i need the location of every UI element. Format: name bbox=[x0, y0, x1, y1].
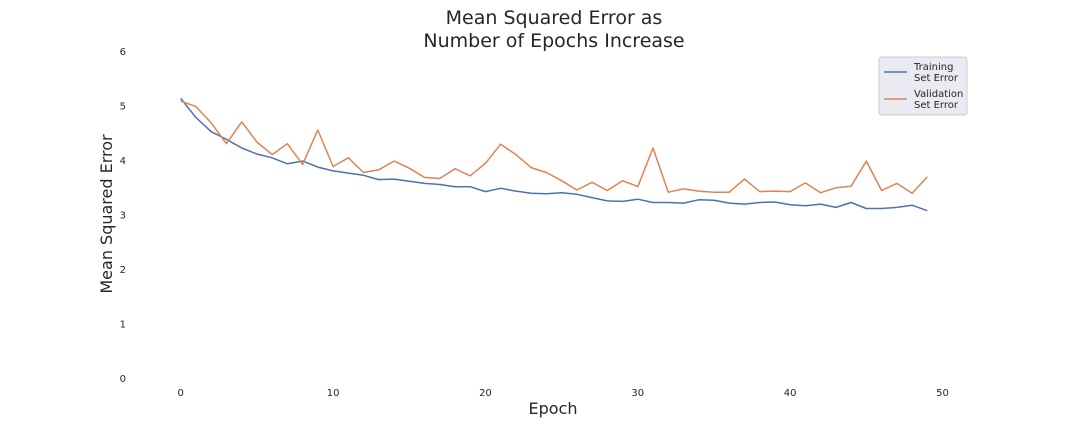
x-tick-label: 0 bbox=[178, 388, 184, 399]
y-tick-label: 2 bbox=[120, 265, 126, 276]
chart-title-line-2: Number of Epochs Increase bbox=[423, 30, 684, 52]
chart-title-line-1: Mean Squared Error as bbox=[446, 7, 663, 29]
legend-label-training-line-1: Training bbox=[913, 62, 953, 73]
validation-error-line bbox=[180, 100, 928, 194]
y-tick-label: 5 bbox=[120, 102, 126, 113]
legend-label-validation-line-2: Set Error bbox=[914, 100, 959, 111]
x-tick-label: 10 bbox=[327, 388, 340, 399]
y-tick-label: 3 bbox=[120, 211, 126, 222]
y-tick-label: 1 bbox=[120, 320, 126, 331]
chart-title: Mean Squared Error as Number of Epochs I… bbox=[423, 7, 684, 52]
series-layer bbox=[180, 97, 928, 212]
x-axis-label: Epoch bbox=[529, 399, 578, 418]
y-tick-label: 0 bbox=[120, 374, 126, 385]
y-tick-label: 6 bbox=[120, 47, 126, 58]
training-error-line bbox=[180, 97, 928, 212]
x-axis-ticks: 0 10 20 30 40 50 bbox=[178, 388, 949, 399]
x-tick-label: 50 bbox=[936, 388, 949, 399]
x-tick-label: 40 bbox=[784, 388, 797, 399]
legend: Training Set Error Validation Set Error bbox=[878, 56, 968, 116]
legend-label-training-line-2: Set Error bbox=[914, 73, 959, 84]
x-tick-label: 30 bbox=[631, 388, 644, 399]
x-tick-label: 20 bbox=[479, 388, 492, 399]
y-tick-label: 4 bbox=[120, 156, 126, 167]
y-axis-label: Mean Squared Error bbox=[97, 134, 116, 294]
legend-label-validation-line-1: Validation bbox=[914, 89, 963, 100]
y-axis-ticks: 0 1 2 3 4 5 6 bbox=[120, 47, 126, 385]
